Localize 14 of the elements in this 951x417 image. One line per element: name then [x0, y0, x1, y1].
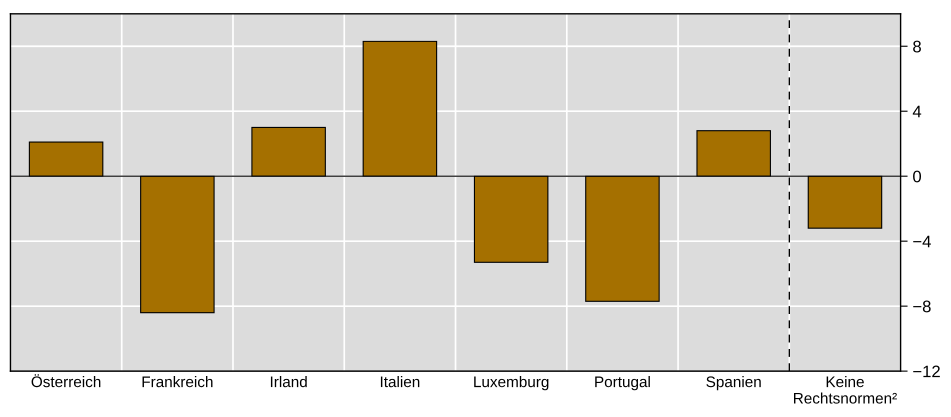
x-tick-label: Frankreich	[142, 376, 212, 388]
y-tick-label: 4	[912, 106, 922, 118]
y-tick-label: 0	[913, 170, 922, 182]
x-tick-label: Portugal	[595, 376, 650, 390]
x-tick-label: Keine Rechtsnormen²	[794, 376, 897, 404]
y-tick-label: 8	[913, 40, 921, 52]
x-tick-label: Italien	[380, 376, 420, 388]
y-tick-label: −4	[913, 236, 931, 248]
x-tick-label: Luxemburg	[474, 376, 548, 390]
x-tick-label: Irland	[270, 376, 307, 388]
y-tick-label: −8	[913, 300, 931, 312]
y-tick-label: −12	[913, 366, 940, 378]
x-tick-label: Österreich	[32, 374, 100, 388]
x-tick-label: Spanien	[706, 376, 761, 390]
